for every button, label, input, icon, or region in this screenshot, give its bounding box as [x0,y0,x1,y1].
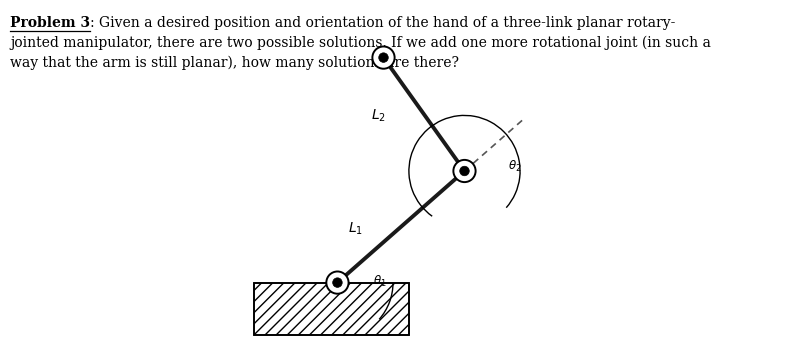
Text: $\theta_1$: $\theta_1$ [373,274,387,289]
Text: $L_2$: $L_2$ [371,108,386,124]
Circle shape [372,46,395,69]
Circle shape [333,278,342,287]
Text: : Given a desired position and orientation of the hand of a three-link planar ro: : Given a desired position and orientati… [91,16,676,30]
Circle shape [460,166,469,176]
Circle shape [326,271,349,294]
Text: $\theta_2$: $\theta_2$ [508,158,522,174]
Circle shape [453,160,476,182]
Bar [254,283,409,335]
Text: way that the arm is still planar), how many solutions are there?: way that the arm is still planar), how m… [10,56,459,71]
Bar [254,283,409,335]
Text: $L_1$: $L_1$ [348,220,363,237]
Text: jointed manipulator, there are two possible solutions. If we add one more rotati: jointed manipulator, there are two possi… [10,36,711,50]
Circle shape [379,53,388,62]
Text: Problem 3: Problem 3 [10,16,91,30]
